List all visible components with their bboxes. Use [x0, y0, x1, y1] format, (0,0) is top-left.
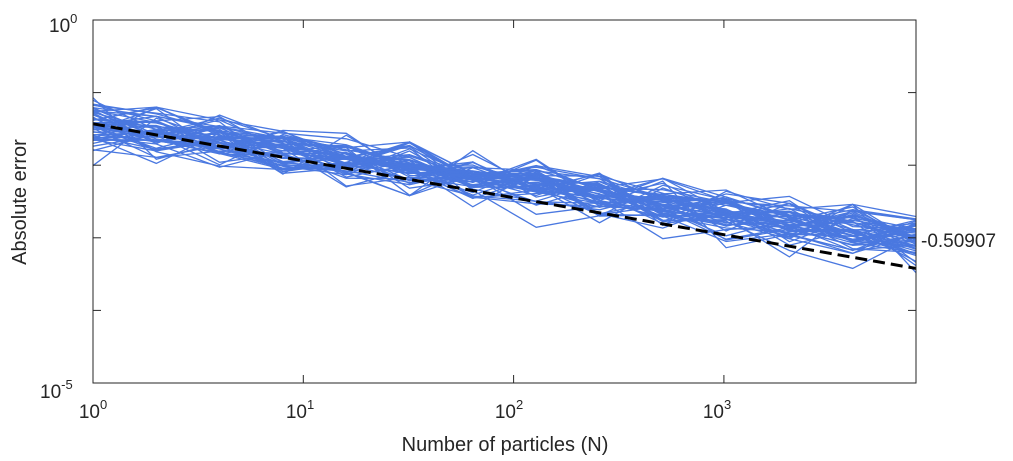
x-tick-label: 101 — [286, 397, 314, 423]
y-tick-label: 10-5 — [40, 377, 73, 403]
y-axis-label: Absolute error — [9, 139, 31, 265]
trial-series-line — [93, 111, 916, 245]
fit-slope-annotation: -0.50907 — [921, 231, 996, 252]
fit-line — [92, 122, 917, 270]
x-axis-label: Number of particles (N) — [402, 434, 609, 456]
x-tick-label: 100 — [79, 397, 107, 423]
trial-series-group — [93, 97, 916, 274]
trial-series-line — [93, 129, 916, 242]
x-tick-label: 102 — [495, 397, 523, 423]
trial-series-line — [93, 124, 916, 232]
trial-series-line — [93, 107, 916, 250]
plot-frame — [92, 19, 917, 384]
y-tick-label: 100 — [49, 11, 77, 37]
trial-series-line — [93, 109, 916, 237]
tick-marks — [92, 19, 916, 384]
x-tick-label: 103 — [703, 397, 731, 423]
trial-series-line — [93, 104, 916, 251]
